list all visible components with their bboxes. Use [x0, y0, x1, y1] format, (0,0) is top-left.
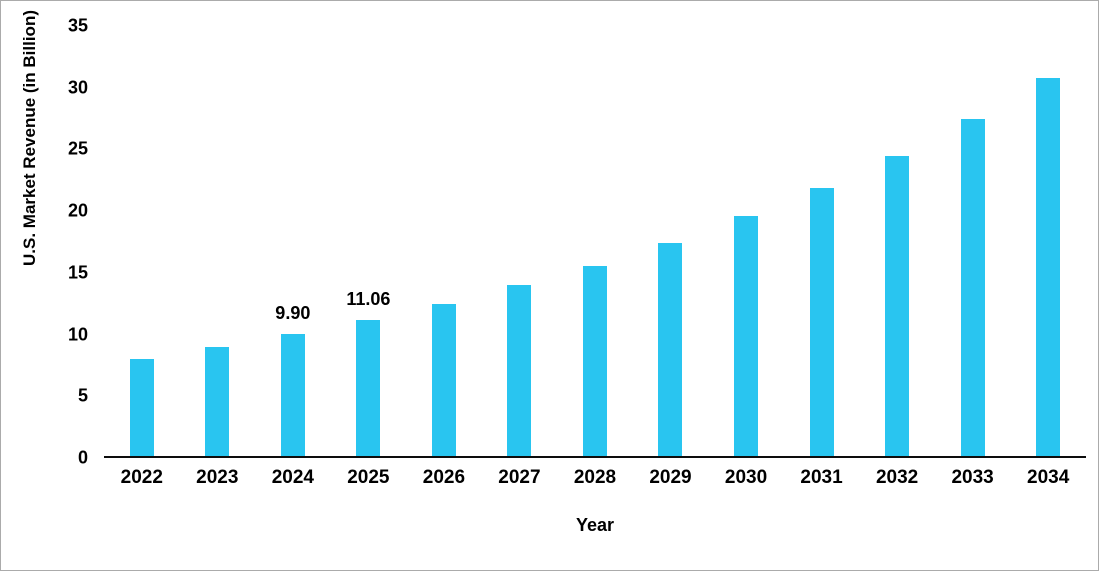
x-tick-label-2032: 2032 [875, 467, 919, 488]
bar-2025 [356, 320, 381, 456]
bar-2026 [431, 303, 456, 456]
bar-slot-2034 [1010, 26, 1086, 456]
bar-2033 [960, 119, 985, 456]
bar-slot-2025: 11.06 [331, 26, 407, 456]
bar-2022 [129, 358, 154, 456]
bar-2023 [205, 346, 230, 456]
x-tick-label-2029: 2029 [649, 467, 692, 488]
bar-2034 [1036, 77, 1061, 456]
bar-slot-2031 [784, 26, 860, 456]
bar-slot-2022 [104, 26, 180, 456]
bar-2032 [885, 156, 910, 456]
x-tick-label-2030: 2030 [724, 467, 768, 488]
bar-slot-2028 [557, 26, 633, 456]
bar-slot-2023 [180, 26, 256, 456]
bar-slot-2024: 9.90 [255, 26, 331, 456]
bar-2031 [809, 188, 834, 456]
y-tick-label: 25 [67, 138, 88, 159]
bar-value-label-2025: 11.06 [346, 289, 391, 310]
bar-value-label-2024: 9.90 [275, 303, 311, 324]
x-tick-label-2023: 2023 [196, 467, 239, 488]
x-tick-label-2028: 2028 [573, 467, 617, 488]
bar-2029 [658, 243, 683, 456]
bar-slot-2030 [708, 26, 784, 456]
y-tick-label: 30 [67, 77, 88, 98]
y-axis-tick-labels: 0 5 10 15 20 25 30 35 [1, 16, 96, 468]
y-tick-label: 0 [77, 447, 88, 468]
x-tick-label-2022: 2022 [120, 467, 163, 488]
bar-2024 [280, 334, 305, 456]
bar-slot-2026 [406, 26, 482, 456]
y-tick-label: 35 [67, 15, 88, 36]
x-tick-label-2033: 2033 [951, 467, 994, 488]
x-tick-label-2024: 2024 [271, 467, 314, 488]
bar-slot-2027 [482, 26, 558, 456]
bar-2030 [734, 216, 759, 456]
bar-2027 [507, 285, 532, 456]
x-axis-title: Year [575, 515, 615, 535]
y-tick-label: 10 [67, 324, 88, 345]
x-axis-tick-labels: 2022 2023 2024 2025 2026 2027 2028 2029 2030 2031… [104, 467, 1086, 495]
bar-slot-2029 [633, 26, 709, 456]
bars-layer: 9.90 11.06 [104, 26, 1086, 456]
x-tick-label-2027: 2027 [498, 467, 541, 488]
x-tick-label-2025: 2025 [347, 467, 390, 488]
y-tick-label: 20 [67, 200, 88, 221]
bar-slot-2032 [859, 26, 935, 456]
y-tick-label: 15 [67, 262, 88, 283]
bar-slot-2033 [935, 26, 1011, 456]
bar-2028 [582, 265, 607, 456]
x-tick-label-2026: 2026 [422, 467, 466, 488]
x-tick-label-2034: 2034 [1027, 467, 1070, 488]
x-tick-label-2031: 2031 [800, 467, 843, 488]
y-tick-label: 5 [77, 385, 88, 406]
plot-area: 9.90 11.06 [104, 26, 1086, 458]
